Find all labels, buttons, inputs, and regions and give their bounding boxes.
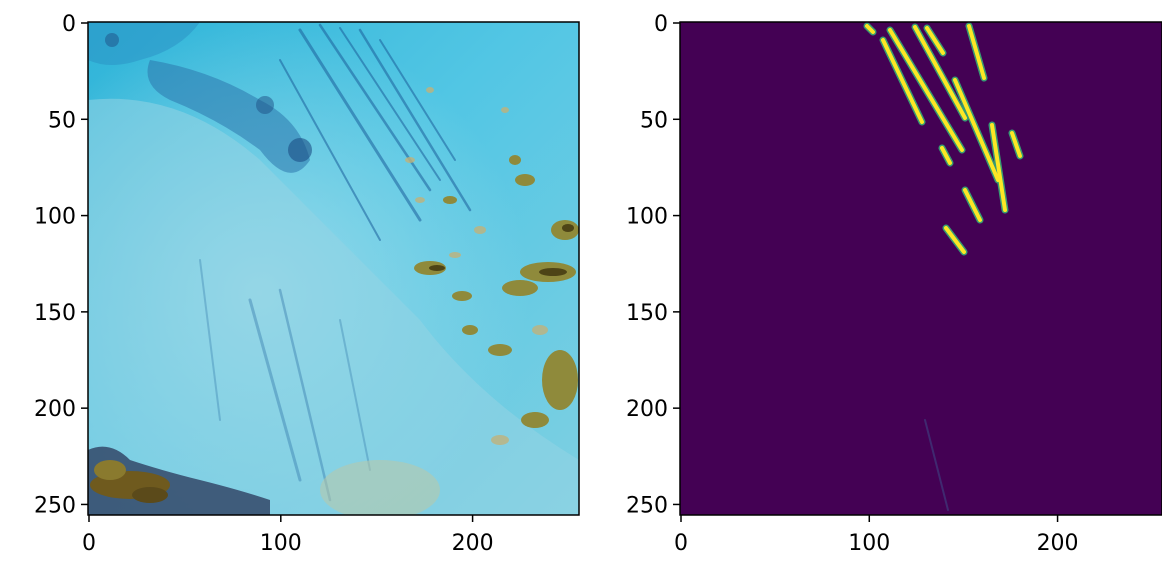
- right-y-tick-label: 50: [640, 108, 668, 133]
- right-y-tick-label: 100: [626, 205, 668, 230]
- left-axes-frame: [87, 21, 580, 516]
- left-y-tick-label: 0: [62, 12, 76, 37]
- left-x-tick-label: 200: [452, 531, 494, 556]
- mask-image: [680, 22, 1162, 515]
- satellite-image: [88, 22, 579, 515]
- left-x-axis: 0 100 200: [82, 515, 494, 556]
- right-x-axis: 0 100 200: [674, 515, 1079, 556]
- right-axes-frame: [679, 21, 1162, 516]
- right-y-tick-label: 150: [626, 301, 668, 326]
- right-x-tick-label: 100: [848, 531, 890, 556]
- left-y-tick-label: 250: [34, 493, 76, 518]
- left-y-tick-label: 200: [34, 397, 76, 422]
- right-y-tick-label: 250: [626, 493, 668, 518]
- left-x-tick-label: 0: [82, 531, 96, 556]
- left-y-axis: 0 50 100 150 200 250: [34, 12, 88, 518]
- contrail-mask-panel: 0 100 200 0 50 100 150 200 250: [626, 12, 1162, 556]
- right-y-axis: 0 50 100 150 200 250: [626, 12, 680, 518]
- left-y-tick-label: 100: [34, 205, 76, 230]
- satellite-image-panel: 0 100 200 0 50 100 150 200 250: [34, 12, 580, 556]
- right-y-tick-label: 200: [626, 397, 668, 422]
- right-x-tick-label: 0: [674, 531, 688, 556]
- left-x-tick-label: 100: [260, 531, 302, 556]
- left-y-tick-label: 150: [34, 301, 76, 326]
- right-x-tick-label: 200: [1037, 531, 1079, 556]
- left-y-tick-label: 50: [48, 108, 76, 133]
- right-y-tick-label: 0: [654, 12, 668, 37]
